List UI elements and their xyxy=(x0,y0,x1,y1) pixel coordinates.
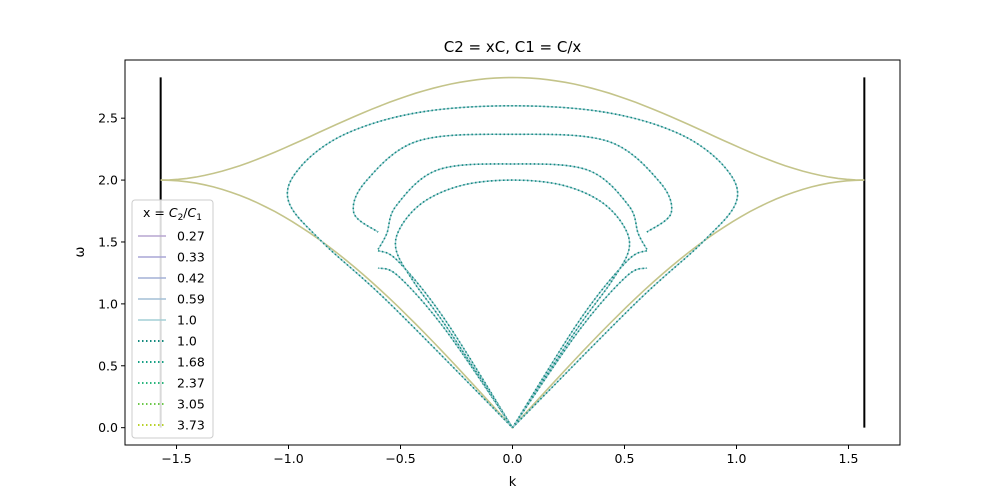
dispersion-arc-dotted xyxy=(352,133,673,233)
y-tick-label: 2.0 xyxy=(98,173,118,188)
chart-title: C2 = xC, C1 = C/x xyxy=(444,38,582,56)
legend-label: 1.68 xyxy=(177,355,205,370)
dispersion-loop-dotted xyxy=(286,104,739,429)
legend-title-part: C xyxy=(188,205,197,220)
y-tick-label: 1.5 xyxy=(98,234,118,249)
legend-label: 2.37 xyxy=(177,376,205,391)
legend-label: 0.42 xyxy=(177,271,205,286)
y-tick-label: 2.5 xyxy=(98,111,118,126)
dispersion-loop-dotted xyxy=(394,179,631,429)
x-tick-label: 1.5 xyxy=(839,451,859,466)
legend-label: 1.0 xyxy=(177,313,197,328)
x-axis-label: k xyxy=(509,475,517,490)
legend: x = C2/C10.270.330.420.591.01.01.682.373… xyxy=(131,199,214,439)
legend-label: 0.27 xyxy=(177,229,205,244)
y-axis-label: ω xyxy=(73,247,88,258)
x-tick-label: 0.5 xyxy=(615,451,635,466)
legend-title-part: / xyxy=(183,205,188,220)
x-tick-label: −1.0 xyxy=(273,451,303,466)
legend-label: 0.33 xyxy=(177,250,205,265)
y-tick-label: 0.5 xyxy=(98,358,118,373)
legend-label: 0.59 xyxy=(177,292,205,307)
legend-title: x = C2/C1 xyxy=(143,205,202,223)
x-tick-label: 0.0 xyxy=(503,451,523,466)
legend-title-part: 1 xyxy=(196,213,202,223)
x-tick-label: 1.0 xyxy=(727,451,747,466)
x-tick-label: −1.5 xyxy=(161,451,191,466)
dispersion-arm-dotted xyxy=(511,249,648,429)
legend-title-part: 2 xyxy=(178,213,184,223)
legend-title-part: C xyxy=(169,205,178,220)
dispersion-arm-dotted xyxy=(377,249,514,429)
legend-title-part: x = xyxy=(143,205,169,220)
outer-curve-upper xyxy=(160,76,865,181)
x-tick-label: −0.5 xyxy=(385,451,415,466)
dispersion-arc xyxy=(377,163,648,250)
legend-label: 3.73 xyxy=(177,418,205,433)
legend-label: 1.0 xyxy=(177,334,197,349)
y-tick-label: 1.0 xyxy=(98,296,118,311)
legend-box xyxy=(131,199,214,439)
legend-label: 3.05 xyxy=(177,397,205,412)
plot-area: −1.5 −1.0 −0.5 0.0 0.5 1.0 1.5 0.0 0.5 1.0 1.5 2.0 2… xyxy=(98,59,901,466)
y-tick-label: 0.0 xyxy=(98,420,118,435)
